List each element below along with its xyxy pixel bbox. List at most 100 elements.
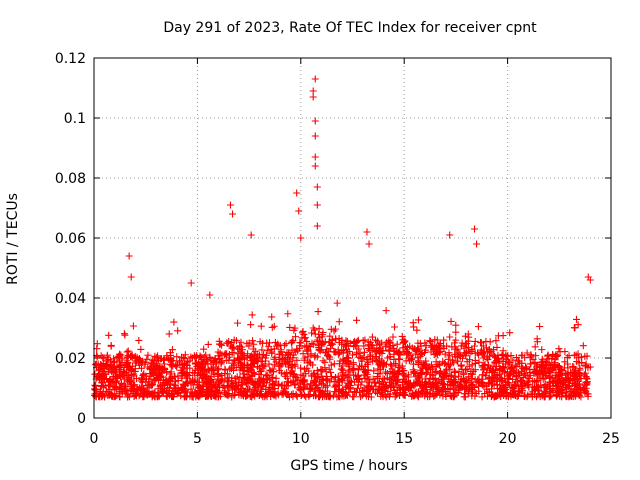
scatter-fill-point — [272, 374, 280, 382]
data-point — [363, 228, 371, 236]
scatter-fill-point — [366, 378, 374, 386]
scatter-fill-point — [137, 385, 145, 393]
scatter-fill-point — [402, 350, 410, 358]
x-axis-label: GPS time / hours — [290, 458, 407, 474]
scatter-fill-point — [297, 392, 305, 400]
scatter-fill-point — [132, 392, 140, 400]
scatter-fill-point — [282, 351, 290, 359]
scatter-fill-point — [278, 390, 286, 398]
data-point — [313, 222, 321, 230]
scatter-fill-point — [153, 353, 161, 361]
scatter-fill-point — [474, 323, 482, 331]
scatter-fill-point — [524, 391, 532, 399]
scatter-fill-point — [557, 367, 565, 375]
scatter-fill-point — [157, 373, 165, 381]
scatter-fill-point — [350, 337, 358, 345]
scatter-fill-point — [207, 375, 215, 383]
scatter-fill-point — [432, 382, 440, 390]
scatter-fill-point — [214, 372, 222, 380]
scatter-fill-point — [581, 352, 589, 360]
x-tick-label: 5 — [193, 431, 202, 447]
scatter-fill-point — [358, 357, 366, 365]
scatter-fill-point — [445, 349, 453, 357]
scatter-fill-point — [198, 354, 206, 362]
data-point — [311, 75, 319, 83]
scatter-fill-point — [364, 373, 372, 381]
y-tick-label: 0.08 — [55, 171, 86, 187]
scatter-fill-point — [137, 345, 145, 353]
scatter-fill-point — [388, 362, 396, 370]
scatter-fill-point — [221, 387, 229, 395]
scatter-fill-point — [446, 392, 454, 400]
scatter-fill-point — [475, 358, 483, 366]
scatter-fill-point — [300, 356, 308, 364]
scatter-fill-point — [308, 384, 316, 392]
data-point — [313, 201, 321, 209]
scatter-fill-point — [135, 336, 143, 344]
scatter-fill-point — [569, 363, 577, 371]
scatter-fill-point — [542, 360, 550, 368]
scatter-fill-point — [332, 348, 340, 356]
scatter-fill-point — [127, 366, 135, 374]
scatter-fill-point — [494, 385, 502, 393]
scatter-fill-point — [559, 389, 567, 397]
y-tick-label: 0.02 — [55, 351, 86, 367]
scatter-fill-point — [256, 368, 264, 376]
scatter-fill-point — [345, 388, 353, 396]
scatter-fill-point — [140, 360, 148, 368]
scatter-fill-point — [116, 361, 124, 369]
scatter-fill-point — [249, 353, 257, 361]
scatter-fill-point — [107, 342, 115, 350]
scatter-fill-point — [308, 329, 316, 337]
scatter-fill-point — [345, 359, 353, 367]
scatter-fill-point — [552, 351, 560, 359]
scatter-fill-point — [149, 360, 157, 368]
scatter-fill-point — [351, 387, 359, 395]
scatter-fill-point — [140, 371, 148, 379]
scatter-fill-point — [431, 336, 439, 344]
scatter-fill-point — [532, 352, 540, 360]
scatter-fill-point — [486, 338, 494, 346]
scatter-fill-point — [258, 353, 266, 361]
scatter-fill-point — [271, 353, 279, 361]
scatter-fill-point — [405, 357, 413, 365]
scatter-fill-point — [469, 367, 477, 375]
scatter-fill-point — [278, 354, 286, 362]
scatter-fill-point — [509, 356, 517, 364]
scatter-fill-point — [151, 365, 159, 373]
scatter-fill-point — [300, 330, 308, 338]
scatter-fill-point — [433, 389, 441, 397]
scatter-fill-point — [392, 378, 400, 386]
scatter-fill-point — [196, 352, 204, 360]
scatter-fill-point — [104, 391, 112, 399]
scatter-fill-point — [271, 390, 279, 398]
scatter-fill-point — [562, 375, 570, 383]
scatter-fill-point — [275, 382, 283, 390]
scatter-fill-point — [555, 363, 563, 371]
scatter-fill-point — [325, 338, 333, 346]
scatter-fill-point — [443, 371, 451, 379]
scatter-fill-point — [107, 364, 115, 372]
scatter-fill-point — [493, 374, 501, 382]
scatter-fill-point — [401, 343, 409, 351]
scatter-fill-point — [425, 379, 433, 387]
scatter-fill-point — [491, 353, 499, 361]
scatter-fill-point — [230, 343, 238, 351]
scatter-fill-point — [464, 347, 472, 355]
scatter-fill-point — [187, 388, 195, 396]
scatter-fill-point — [259, 382, 267, 390]
scatter-fill-point — [572, 351, 580, 359]
scatter-fill-point — [460, 370, 468, 378]
scatter-fill-point — [321, 358, 329, 366]
scatter-fill-point — [518, 363, 526, 371]
chart-title: Day 291 of 2023, Rate Of TEC Index for r… — [163, 20, 537, 36]
scatter-fill-point — [386, 375, 394, 383]
scatter-fill-point — [314, 342, 322, 350]
scatter-fill-point — [540, 382, 548, 390]
scatter-fill-point — [485, 375, 493, 383]
data-point — [297, 234, 305, 242]
scatter-fill-point — [122, 360, 130, 368]
scatter-fill-point — [335, 318, 343, 326]
scatter-fill-point — [307, 372, 315, 380]
scatter-fill-point — [163, 393, 171, 401]
